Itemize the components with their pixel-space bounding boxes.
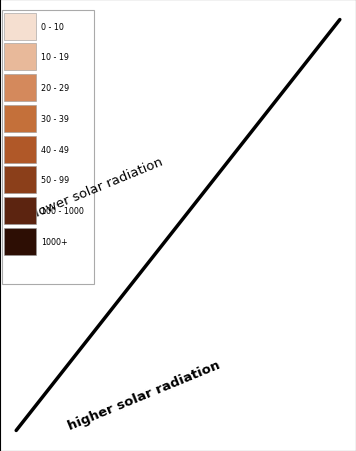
FancyBboxPatch shape [4, 198, 36, 225]
Text: 100 - 1000: 100 - 1000 [41, 207, 84, 216]
FancyBboxPatch shape [4, 167, 36, 194]
FancyBboxPatch shape [4, 136, 36, 163]
Text: lower solar radiation: lower solar radiation [34, 155, 165, 219]
Text: 50 - 99: 50 - 99 [41, 176, 69, 185]
Text: 30 - 39: 30 - 39 [41, 115, 69, 124]
Text: 1000+: 1000+ [41, 237, 68, 246]
Text: 20 - 29: 20 - 29 [41, 84, 69, 93]
FancyBboxPatch shape [4, 106, 36, 133]
FancyBboxPatch shape [4, 75, 36, 102]
Text: 10 - 19: 10 - 19 [41, 53, 69, 62]
Text: 40 - 49: 40 - 49 [41, 145, 69, 154]
FancyBboxPatch shape [4, 14, 36, 41]
FancyBboxPatch shape [2, 11, 94, 285]
Text: 0 - 10: 0 - 10 [41, 23, 64, 32]
Text: higher solar radiation: higher solar radiation [66, 358, 222, 432]
FancyBboxPatch shape [4, 44, 36, 71]
FancyBboxPatch shape [4, 228, 36, 255]
